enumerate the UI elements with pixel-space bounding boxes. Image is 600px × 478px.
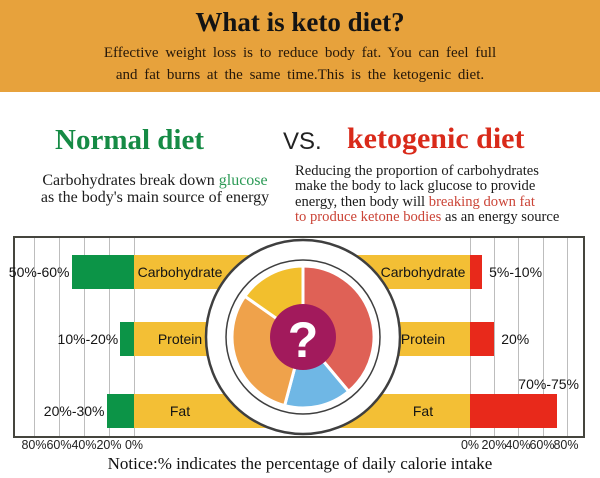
breaking-down-fat-highlight: breaking down fat <box>428 193 535 210</box>
desc-right-line2: make the body to lack glucose to provide <box>295 178 536 195</box>
keto-carbohydrate-bar <box>470 255 483 289</box>
pie-slices <box>230 264 376 410</box>
keto-fat-value: 70%-75% <box>518 376 579 392</box>
right-axis-tick: 80% <box>553 438 579 452</box>
desc-left-line2: as the body's main source of energy <box>40 189 270 206</box>
keto-protein-value: 20% <box>501 331 530 347</box>
header-subtitle-line2: and fat burns at the same time.This is t… <box>115 67 485 83</box>
gridline <box>109 238 110 436</box>
gridline <box>84 238 85 436</box>
red-slice <box>301 264 376 394</box>
left-axis-tick: 40% <box>71 438 97 452</box>
question-mark-icon: ? <box>288 312 319 368</box>
desc-left-text: Carbohydrates break down <box>42 172 219 189</box>
ketone-bodies-highlight: to produce ketone bodies <box>295 209 442 226</box>
orange-slice <box>230 294 305 408</box>
keto-carbohydrate-value: 5%-10% <box>489 264 543 280</box>
normal-protein-bar <box>120 322 134 356</box>
page-title: What is keto diet? <box>195 7 405 37</box>
gridline <box>566 238 568 436</box>
normal-protein-value: 10%-20% <box>57 331 119 347</box>
desc-right-line1: Reducing the proportion of carbohydrates <box>295 163 539 179</box>
left-axis-tick: 20% <box>96 438 122 452</box>
diet-comparison-chart: Carbohydrate Protein Fat Carbohydrate Pr… <box>9 236 585 438</box>
right-axis-tick: 40% <box>505 438 531 452</box>
category-label-protein-right: Protein <box>400 331 446 347</box>
gridline <box>494 238 496 436</box>
keto-fat-bar <box>470 394 558 428</box>
header-subtitle-line1: Effective weight loss is to reduce body … <box>103 45 497 61</box>
left-axis-tick: 0% <box>124 438 144 452</box>
footnote: Notice:% indicates the percentage of dai… <box>107 454 493 473</box>
normal-diet-heading: Normal diet <box>55 124 204 156</box>
normal-fat-bar <box>106 394 134 428</box>
normal-carbohydrate-bar <box>71 255 134 289</box>
ketogenic-diet-heading: ketogenic diet <box>347 122 525 155</box>
right-axis-tick: 0% <box>460 438 480 452</box>
normal-diet-description: Carbohydrates break down glucose as the … <box>20 172 290 206</box>
category-label-carbohydrate-left: Carbohydrate <box>137 264 223 280</box>
category-label-protein-left: Protein <box>157 331 203 347</box>
glucose-highlight: glucose <box>218 172 268 189</box>
right-axis-tick: 20% <box>481 438 507 452</box>
question-badge <box>270 304 336 370</box>
desc-right-line4-suffix: as an energy source <box>441 209 560 226</box>
gridline <box>518 238 520 436</box>
normal-carbohydrate-value: 50%-60% <box>8 264 70 280</box>
left-axis-tick: 60% <box>46 438 72 452</box>
ketogenic-diet-description: Reducing the proportion of carbohydrates… <box>295 163 597 226</box>
axis-tick-row: 80% 60% 40% 20% 0% 0% 20% 40% 60% 80% <box>0 438 600 454</box>
gridline <box>59 238 60 436</box>
gridline <box>542 238 544 436</box>
desc-right-line3: energy, then body will <box>295 193 429 210</box>
keto-protein-bar <box>470 322 495 356</box>
category-label-fat-left: Fat <box>169 403 191 419</box>
category-label-carbohydrate-right: Carbohydrate <box>380 264 466 280</box>
right-axis-tick: 60% <box>529 438 555 452</box>
vs-label: VS. <box>283 128 322 155</box>
left-axis-tick: 80% <box>21 438 47 452</box>
header-banner: What is keto diet? Effective weight loss… <box>0 0 600 92</box>
normal-fat-value: 20%-30% <box>43 403 105 419</box>
pie-chart: ? <box>204 238 402 436</box>
category-label-fat-right: Fat <box>412 403 434 419</box>
gridline <box>34 238 35 436</box>
